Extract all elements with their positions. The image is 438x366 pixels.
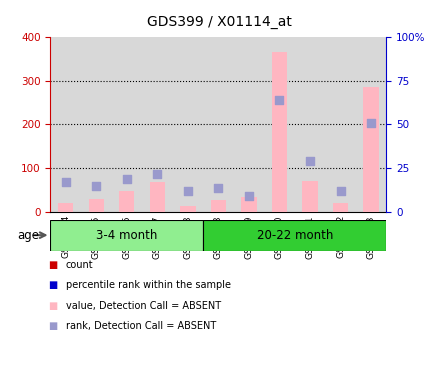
Text: percentile rank within the sample: percentile rank within the sample [66,280,230,291]
Bar [50,220,203,251]
Bar [81,37,111,212]
Point [184,188,191,194]
Bar [363,87,378,212]
Bar [294,37,325,212]
Text: count: count [66,260,93,270]
Text: ■: ■ [48,300,57,311]
Point [276,97,283,103]
Text: value, Detection Call = ABSENT: value, Detection Call = ABSENT [66,300,220,311]
Bar [271,52,286,212]
Bar [203,37,233,212]
Bar [142,37,172,212]
Point [367,120,374,126]
Bar [241,197,256,212]
Text: 20-22 month: 20-22 month [256,229,332,242]
Text: GDS399 / X01114_at: GDS399 / X01114_at [147,15,291,29]
Bar [172,37,203,212]
Bar [50,37,81,212]
Bar [302,181,317,212]
Point [123,176,130,182]
Point [306,158,313,164]
Text: ■: ■ [48,280,57,291]
Point [62,179,69,185]
Text: rank, Detection Call = ABSENT: rank, Detection Call = ABSENT [66,321,215,331]
Bar [149,182,165,212]
Bar [111,37,142,212]
Point [92,183,99,189]
Bar [325,37,355,212]
Point [245,194,252,199]
Bar [58,203,73,212]
Text: age: age [18,229,39,242]
Bar [332,203,347,212]
Text: ■: ■ [48,321,57,331]
Bar [264,37,294,212]
Point [336,188,343,194]
Bar [355,37,385,212]
Text: 3-4 month: 3-4 month [96,229,157,242]
Bar [180,206,195,212]
Bar [88,199,104,212]
Bar [119,191,134,212]
Bar [203,220,385,251]
Point [153,171,160,176]
Bar [233,37,264,212]
Point [214,185,221,191]
Bar [210,200,226,212]
Text: ■: ■ [48,260,57,270]
